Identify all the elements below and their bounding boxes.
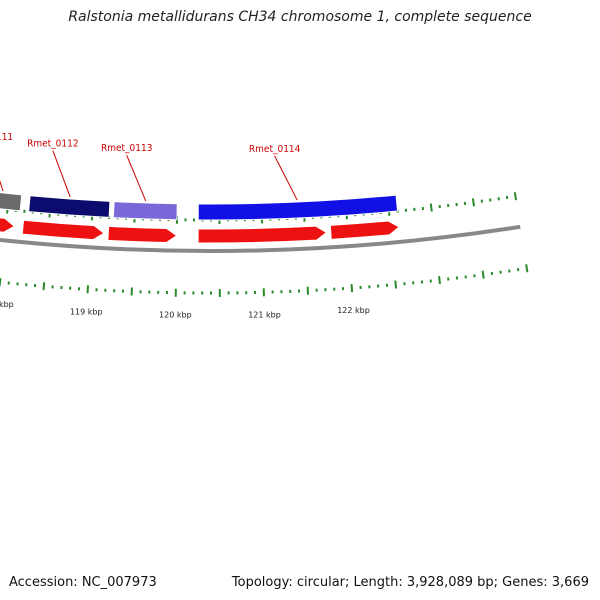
gene-label-layer: Rmet_0106Rmet_0107Rmet_0108Rmet_0109Rmet… [0, 132, 301, 202]
backbone-layer [0, 224, 521, 253]
gene-label: Rmet_0114 [249, 144, 301, 155]
strand-arrow[interactable] [107, 225, 178, 244]
strand-arrow[interactable] [21, 219, 105, 241]
gene-leader-line [126, 154, 147, 202]
gene-block[interactable] [197, 194, 399, 221]
chromosome-backbone [0, 224, 521, 253]
gene-block[interactable] [0, 191, 23, 212]
outer-tick-mark [471, 198, 475, 207]
gene-label: Rmet_0112 [27, 139, 78, 150]
strand-arrow-layer [0, 215, 400, 244]
gene-layer [0, 191, 399, 221]
strand-arrow[interactable] [197, 225, 328, 244]
gene-leader-line [0, 180, 4, 192]
strand-arrow[interactable] [329, 220, 400, 240]
gene-leader-line [52, 150, 71, 198]
gene-leader-line [274, 155, 298, 201]
kbp-label: 122 kbp [337, 306, 370, 315]
accession-text: Accession: NC_007973 [9, 575, 157, 590]
gene-block[interactable] [112, 201, 178, 221]
outer-tick-mark [429, 203, 433, 212]
gene-block[interactable] [28, 195, 111, 218]
strand-arrow[interactable] [0, 215, 16, 233]
scale-tick-mark [42, 282, 46, 291]
gene-label: Rmet_0111 [0, 132, 13, 143]
kbp-label: 119 kbp [70, 307, 103, 316]
map-title: Ralstonia metallidurans CH34 chromosome … [68, 9, 532, 25]
gene-label: Rmet_0113 [101, 143, 152, 154]
scale-tick-mark [350, 284, 354, 293]
outer-tick-mark [513, 192, 518, 201]
kbp-label: 120 kbp [159, 311, 192, 320]
kbp-label: 118 kbp [0, 300, 14, 309]
scale-tick-mark [525, 264, 529, 273]
kbp-label: 121 kbp [248, 310, 281, 319]
sequence-stats: Topology: circular; Length: 3,928,089 bp… [231, 575, 589, 590]
scale-tick-mark [438, 275, 441, 285]
scale-tick-mark [394, 280, 398, 289]
scale-tick-mark [481, 270, 485, 279]
